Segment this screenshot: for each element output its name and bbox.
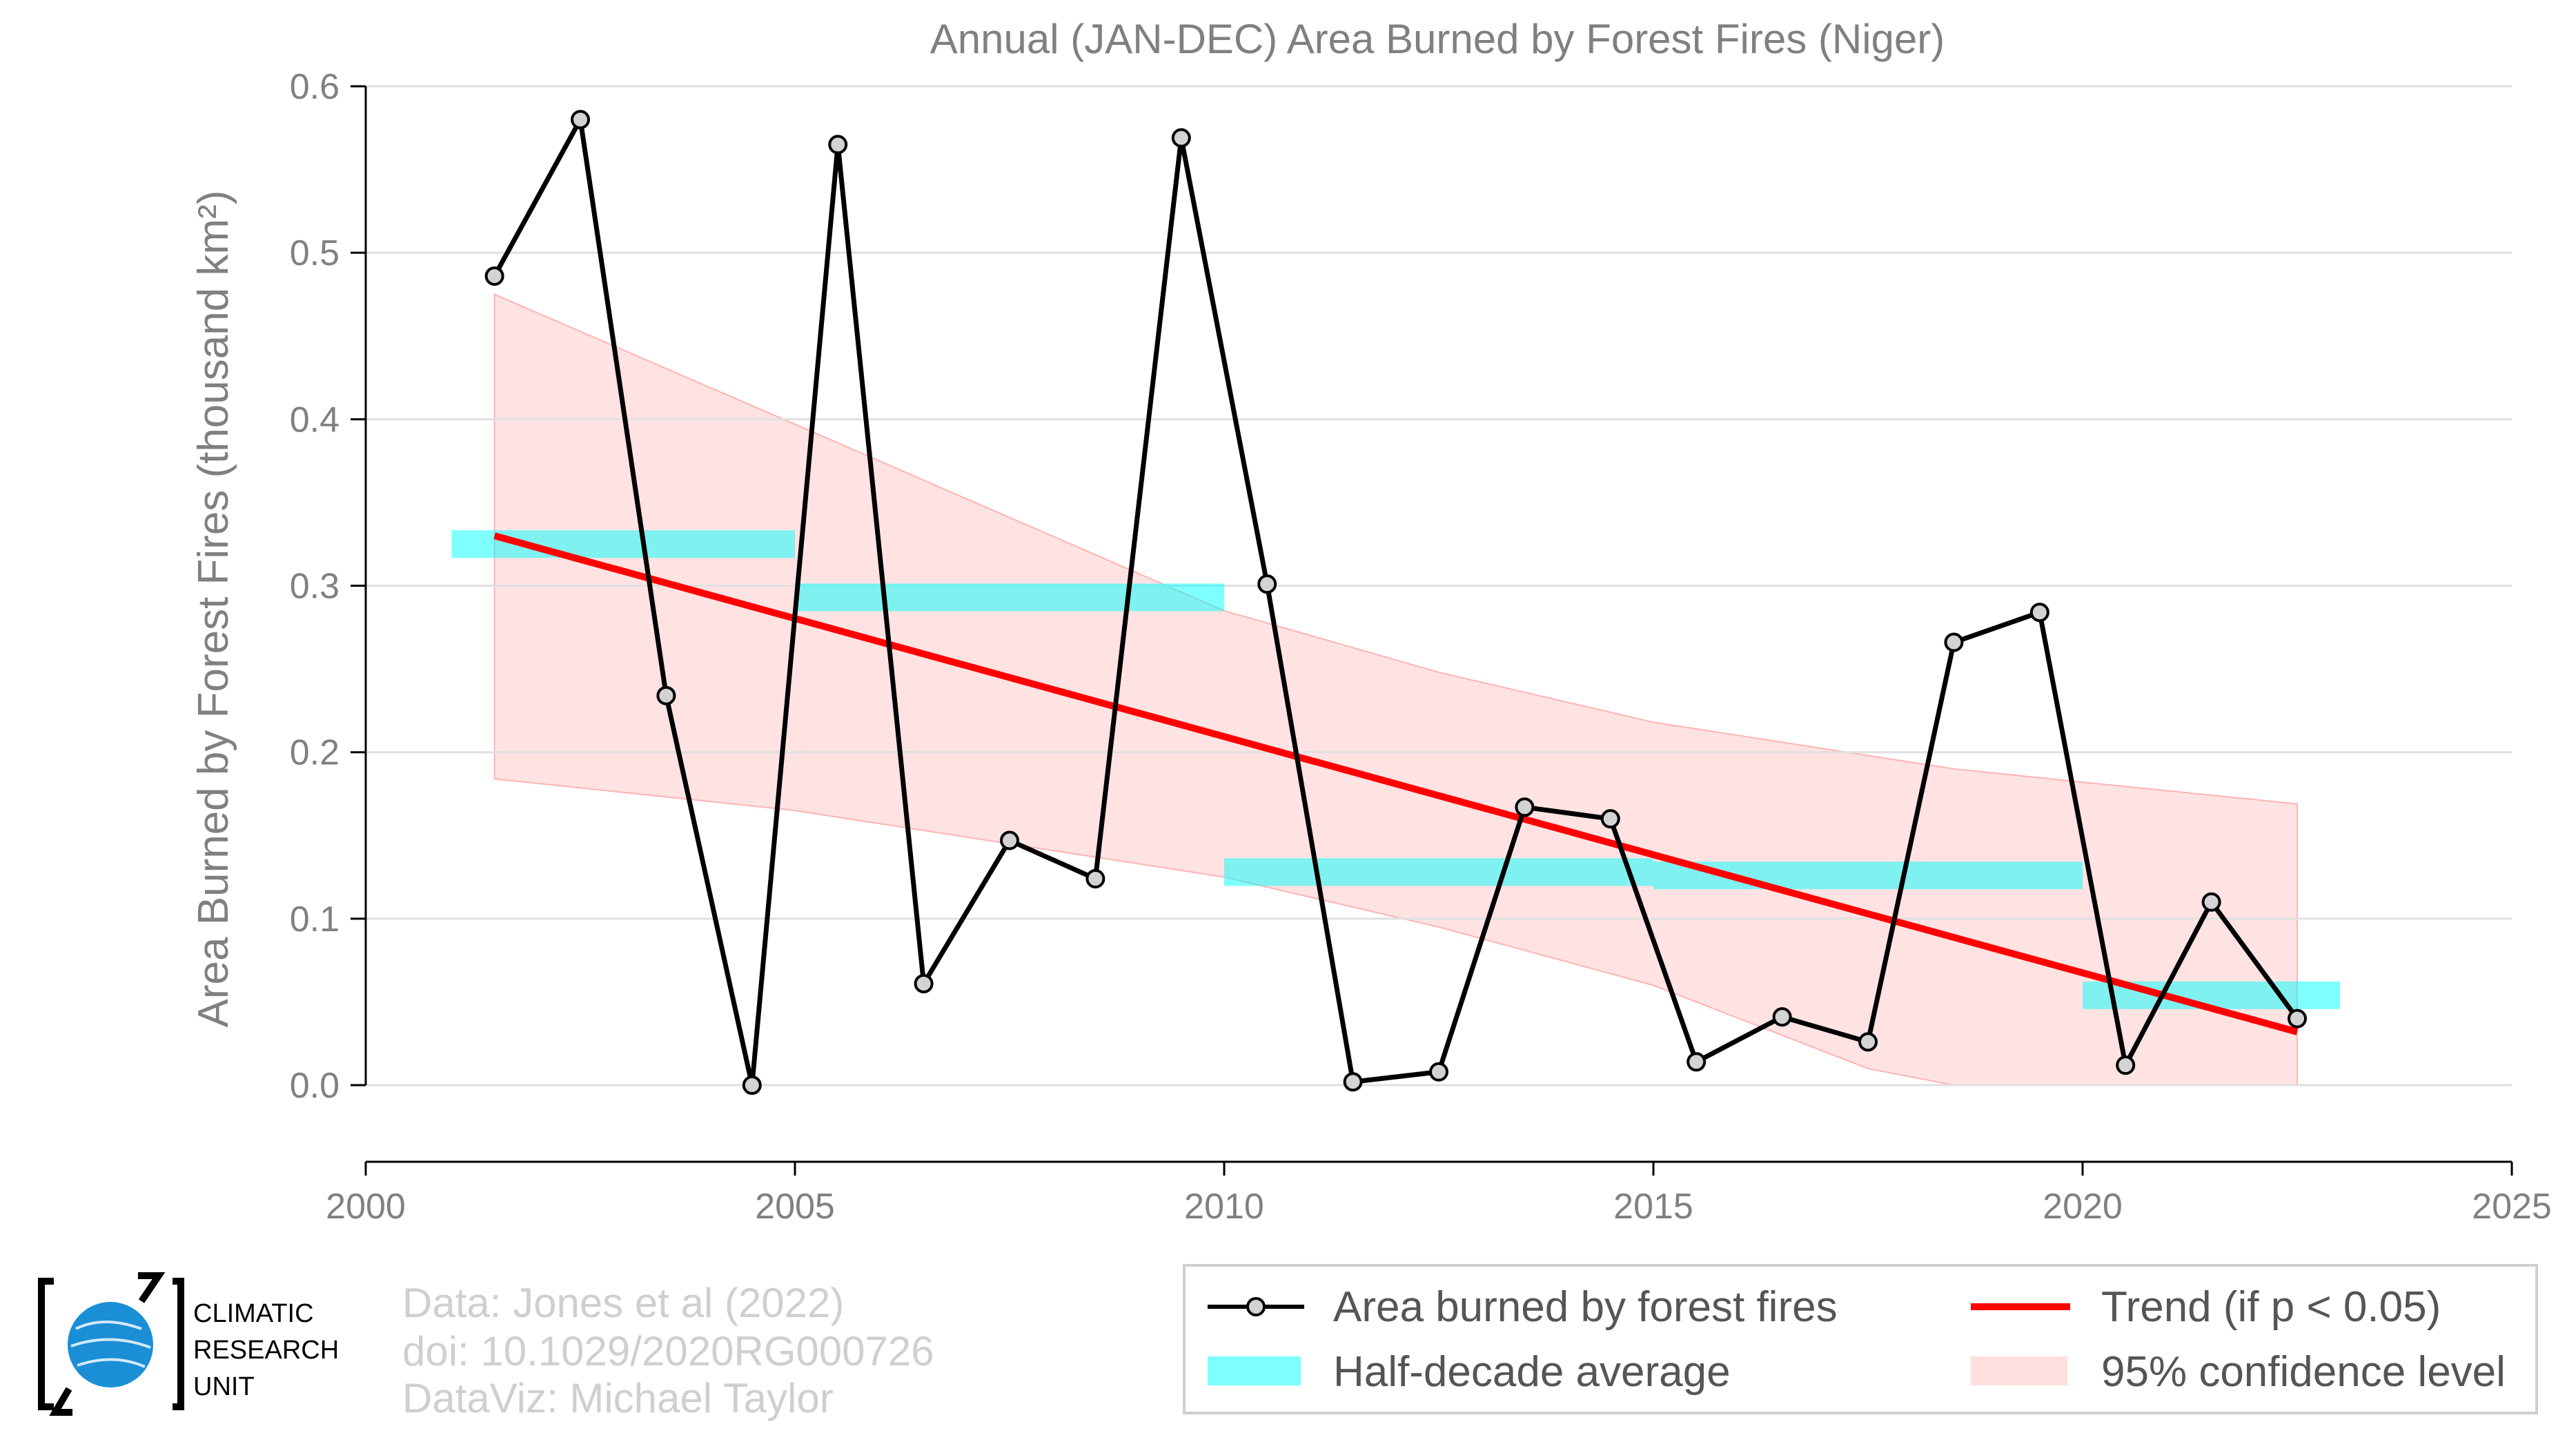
legend-label-confidence: 95% confidence level [2101,1348,2506,1396]
y-tick-label: 0.6 [290,67,340,107]
y-tick-label: 0.3 [290,567,340,607]
area-data-point [914,973,934,993]
x-tick-label: 2005 [755,1187,835,1227]
area-data-point [1085,869,1105,888]
area-data-point [1944,632,1964,652]
legend-label-area: Area burned by forest fires [1333,1283,1838,1331]
half-decade-bar [795,583,1224,612]
area-data-point [1772,1007,1792,1027]
logo-text-research: RESEARCH [193,1336,339,1365]
globe-swirl-3 [77,1358,146,1368]
axis-layer: 0.0 0.1 0.2 0.3 0.4 0.5 0.6 2000 2005 2010 2015 202… [290,67,2552,1227]
legend-swatch-area-marker [1246,1297,1266,1316]
area-data-point [1257,574,1277,594]
legend: Area burned by forest fires Half-decade … [1183,1264,2538,1414]
globe-swirl-2 [70,1338,151,1349]
x-tick-label: 2000 [326,1187,406,1227]
half-decade-bar [1224,858,1653,886]
logo-bracket-left [38,1278,54,1410]
y-tick-label: 0.0 [290,1066,340,1106]
credit-line-dataviz: DataViz: Michael Taylor [402,1375,834,1421]
y-axis-label: Area Burned by Forest Fires (thousand km… [190,191,237,1028]
y-tick-label: 0.2 [290,733,340,773]
area-series-layer [484,110,2307,1095]
area-data-point [742,1075,762,1095]
y-tick-label: 0.5 [290,233,340,273]
x-tick-label: 2010 [1184,1187,1264,1227]
x-tick-label: 2020 [2043,1187,2123,1227]
legend-label-halfdecade: Half-decade average [1333,1348,1731,1396]
x-tick-label: 2015 [1613,1187,1693,1227]
area-data-point [1600,809,1620,829]
legend-label-trend: Trend (if p < 0.05) [2101,1283,2441,1331]
logo-slash-top [138,1272,166,1303]
area-data-point [1171,128,1191,148]
area-data-point [656,685,676,705]
area-data-point [1515,797,1535,817]
legend-frame [1183,1264,2538,1414]
grid-layer [366,85,2512,1087]
cru-logo: CLIMATIC RESEARCH UNIT [38,1272,339,1416]
area-data-point [1000,830,1019,850]
area-data-point [1343,1072,1363,1092]
area-data-point [1858,1032,1878,1052]
area-data-point [2201,892,2221,912]
chart-title: Annual (JAN-DEC) Area Burned by Forest F… [930,16,1945,62]
logo-slash-bottom [49,1387,72,1416]
x-tick-label: 2025 [2472,1187,2552,1227]
y-tick-label: 0.4 [290,400,340,440]
area-data-point [484,266,504,286]
area-data-point [2288,1009,2307,1029]
logo-text-unit: UNIT [193,1372,255,1401]
credits: Data: Jones et al (2022) doi: 10.1029/20… [402,1280,934,1421]
logo-text-climatic: CLIMATIC [193,1299,314,1328]
credit-line-doi: doi: 10.1029/2020RG000726 [402,1328,934,1374]
area-data-point [571,110,590,130]
credit-line-data: Data: Jones et al (2022) [402,1280,844,1326]
area-series-line [492,117,2299,1088]
legend-swatch-halfdecade [1208,1356,1301,1385]
area-data-point [1429,1062,1448,1082]
logo-bracket-right [173,1278,184,1410]
area-data-point [1687,1052,1707,1072]
area-data-point [2116,1055,2136,1075]
area-data-point [828,135,848,155]
y-tick-label: 0.1 [290,899,340,939]
legend-swatch-confidence [1971,1356,2067,1385]
half-decade-bar [451,530,795,558]
area-data-point [2029,603,2049,623]
globe-swirl-1 [75,1321,142,1330]
